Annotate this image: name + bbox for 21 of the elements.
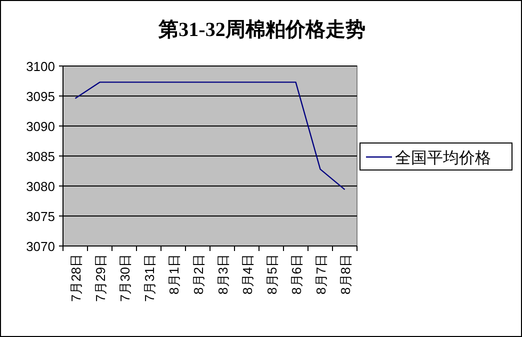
x-tick-label: 8月7日 [313, 254, 328, 294]
x-tick-label: 8月8日 [338, 254, 353, 294]
y-tick-label: 3080 [26, 179, 55, 194]
y-tick-label: 3075 [26, 209, 55, 224]
x-tick-label: 8月4日 [240, 254, 255, 294]
x-tick-label: 7月30日 [117, 254, 132, 302]
x-tick-label: 8月1日 [166, 254, 182, 294]
chart-title: 第31-32周棉粕价格走势 [158, 19, 366, 41]
y-tick-label: 3095 [26, 89, 55, 104]
x-tick-label: 7月29日 [92, 254, 108, 302]
x-tick-label: 7月31日 [142, 254, 157, 302]
x-tick-label: 8月5日 [264, 254, 280, 294]
y-tick-label: 3100 [26, 59, 55, 74]
legend-label: 全国平均价格 [395, 150, 491, 167]
x-tick-label: 8月3日 [215, 254, 230, 294]
y-tick-label: 3070 [26, 239, 55, 254]
x-tick-label: 7月28日 [68, 254, 84, 302]
y-tick-label: 3090 [26, 119, 55, 134]
x-tick-label: 8月2日 [190, 254, 206, 294]
x-tick-label: 8月6日 [288, 254, 304, 294]
y-tick-label: 3085 [26, 149, 55, 164]
